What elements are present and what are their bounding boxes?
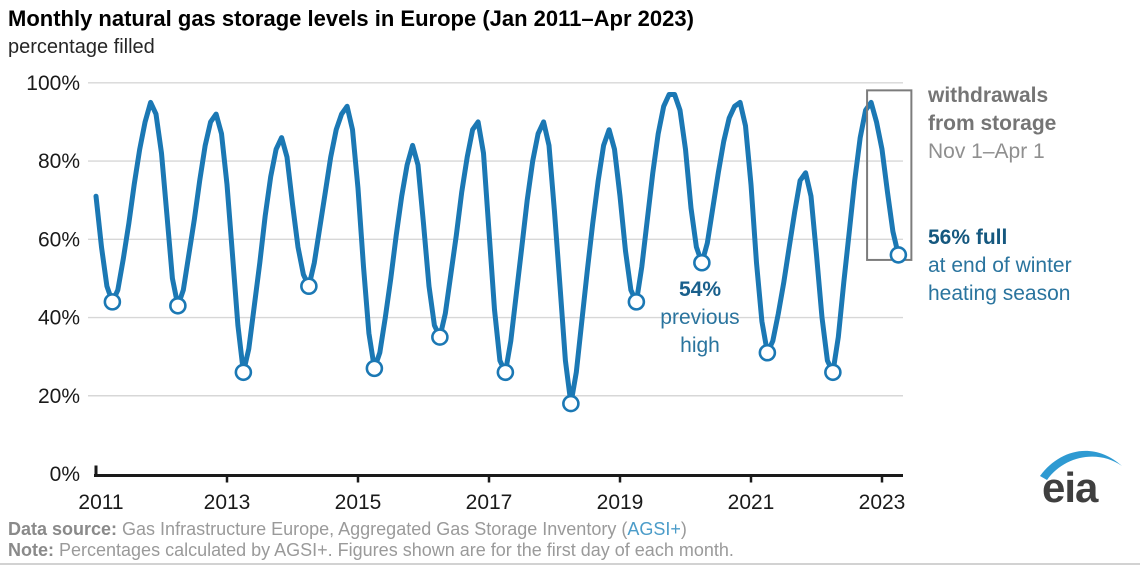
april-trough-marker <box>300 277 318 296</box>
april-trough-marker <box>562 394 580 413</box>
annotation-current-line2: at end of winter <box>928 254 1072 277</box>
eia-logo-text: eia <box>1042 464 1099 510</box>
footer-datasource-close: ) <box>680 519 687 539</box>
x-tick-label: 2013 <box>204 491 251 514</box>
x-tick-label: 2015 <box>335 491 382 514</box>
y-tick-label: 40% <box>38 307 80 330</box>
chart-title: Monthly natural gas storage levels in Eu… <box>8 6 694 31</box>
april-trough-marker <box>365 359 384 378</box>
agsi-link[interactable]: AGSI+ <box>627 519 681 539</box>
april-trough-marker <box>824 363 842 382</box>
eia-logo: eia <box>1040 450 1122 510</box>
x-tick-label: 2023 <box>859 491 906 514</box>
april-trough-marker <box>758 343 777 362</box>
annotation-current-value: 56% full <box>928 226 1008 249</box>
april-trough-marker <box>103 293 122 311</box>
annotation-previous-high: 54% previous high <box>630 276 770 360</box>
april-trough-marker <box>169 296 187 315</box>
y-tick-label: 20% <box>38 385 80 408</box>
april-trough-marker <box>693 253 711 272</box>
annotation-withdrawals-line2: from storage <box>928 112 1057 135</box>
footer-datasource: Data source: Gas Infrastructure Europe, … <box>8 519 687 540</box>
annotation-withdrawals: withdrawals from storage Nov 1–Apr 1 <box>928 82 1056 166</box>
april-trough-marker <box>234 363 253 382</box>
eia-logo-swoosh-icon <box>1040 450 1122 480</box>
april-trough-marker <box>431 328 449 346</box>
april-trough-marker <box>889 246 908 264</box>
annotation-previous-value: 54% <box>678 278 722 301</box>
storage-level-line <box>93 92 901 407</box>
annotation-current-line3: heating season <box>928 282 1071 305</box>
footer-note-text: Percentages calculated by AGSI+. Figures… <box>54 540 734 560</box>
footer-datasource-label: Data source: <box>8 519 118 539</box>
footer-note-label: Note: <box>8 540 54 560</box>
annotation-withdrawals-line1: withdrawals <box>928 84 1049 107</box>
x-tick-label: 2019 <box>597 491 644 514</box>
annotation-previous-line2: previous <box>660 306 740 329</box>
chart-subtitle: percentage filled <box>8 36 155 58</box>
footer-datasource-text: Gas Infrastructure Europe, Aggregated Ga… <box>117 519 628 539</box>
footer-note: Note: Percentages calculated by AGSI+. F… <box>8 540 734 561</box>
x-tick-label: 2021 <box>728 491 775 514</box>
annotation-previous-line3: high <box>680 334 720 357</box>
april-trough-marker <box>627 293 646 311</box>
footer-divider <box>0 563 1140 565</box>
annotation-current-level: 56% full at end of winter heating season <box>928 224 1072 308</box>
x-tick-label: 2011 <box>78 491 123 514</box>
april-trough-marker <box>496 363 515 382</box>
y-tick-label: 80% <box>38 150 80 173</box>
x-tick-label: 2017 <box>466 491 513 514</box>
highlight-box <box>866 89 913 261</box>
annotation-withdrawals-line3: Nov 1–Apr 1 <box>928 140 1045 163</box>
y-tick-label: 60% <box>38 228 80 251</box>
y-tick-label: 0% <box>50 463 80 486</box>
y-tick-label: 100% <box>26 72 80 95</box>
